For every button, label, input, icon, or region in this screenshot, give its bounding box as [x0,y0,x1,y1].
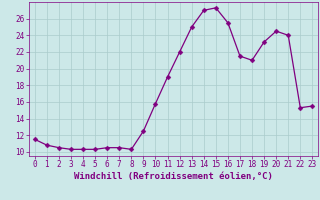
X-axis label: Windchill (Refroidissement éolien,°C): Windchill (Refroidissement éolien,°C) [74,172,273,181]
